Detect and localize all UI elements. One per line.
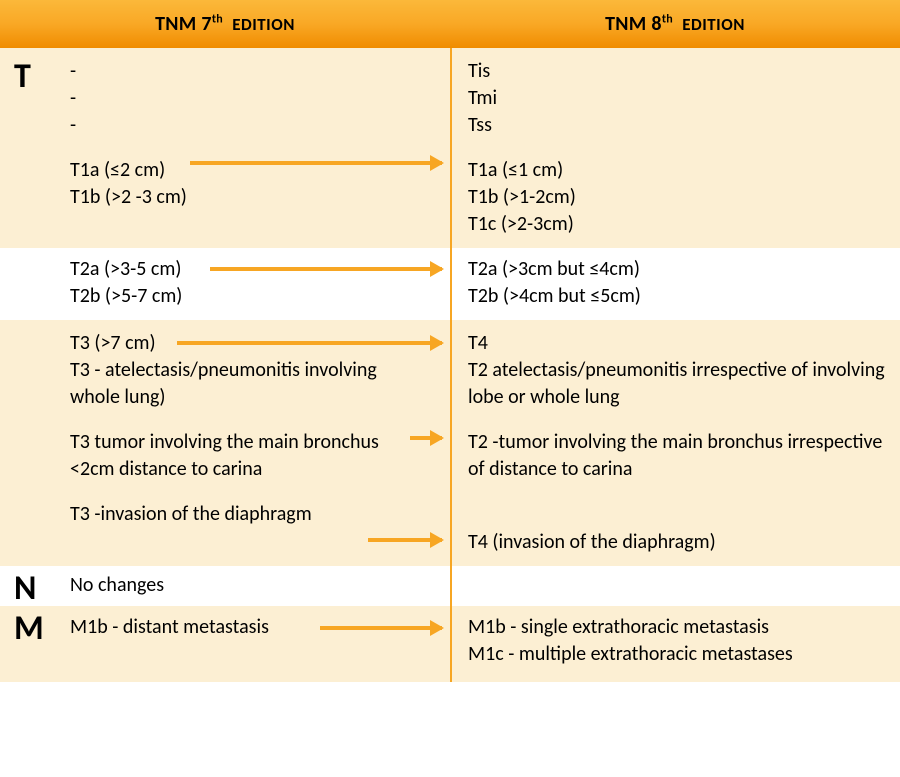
letter-T: T [0,48,62,248]
table-header: TNM 7th EDITION TNM 8th EDITION [0,0,900,48]
arrow-icon [177,341,442,345]
t1b-8th: T1b (>1-2cm) [468,184,888,211]
arrow-icon [410,436,442,440]
t2-bronchus-8th: T2 -tumor involving the main bronchus ir… [468,429,888,483]
t2a-8th: T2a (>3cm but ≤4cm) [468,256,888,283]
t1a-8th: T1a (≤1 cm) [468,157,888,184]
m-right: M1b - single extrathoracic metastasis M1… [450,606,900,682]
vertical-divider [450,48,452,682]
header-left-sup: th [212,12,223,26]
comparison-table: TNM 7th EDITION TNM 8th EDITION T - - - … [0,0,900,682]
t1c-8th: T1c (>2-3cm) [468,211,888,238]
tss: Tss [468,112,888,139]
n-right [450,566,900,606]
arrow-icon [210,267,442,271]
t2-atelectasis-8th: T2 atelectasis/pneumonitis irrespective … [468,357,888,411]
t-dash: - [70,85,438,112]
t2-right: T2a (>3cm but ≤4cm) T2b (>4cm but ≤5cm) [450,248,900,320]
header-right: TNM 8th EDITION [450,0,900,48]
header-right-sup: th [662,12,673,26]
arrow-icon [190,161,442,165]
header-left: TNM 7th EDITION [0,0,450,48]
t3-bronchus-7th: T3 tumor involving the main bronchus <2c… [70,429,420,483]
tmi: Tmi [468,85,888,112]
table-body: T - - - T1a (≤2 cm) T1b (>2 -3 cm) Tis T… [0,48,900,682]
t-top-right: Tis Tmi Tss T1a (≤1 cm) T1b (>1-2cm) T1c… [450,48,900,248]
t3-diaphragm-7th: T3 -invasion of the diaphragm [70,501,420,528]
letter-N: N [0,566,62,606]
header-left-suffix: EDITION [232,14,295,35]
m-left: M1b - distant metastasis [62,606,450,682]
t3-left: T3 (>7 cm) T3 - atelectasis/pneumonitis … [62,320,450,566]
t4: T4 [468,330,888,357]
arrow-icon [368,538,442,542]
letter-spacer [0,248,62,320]
t-dash: - [70,112,438,139]
n-no-changes: No changes [70,572,438,599]
header-right-prefix: TNM 8 [605,12,662,36]
letter-spacer [0,320,62,566]
letter-M: M [0,606,62,682]
t2b-8th: T2b (>4cm but ≤5cm) [468,283,888,310]
tis: Tis [468,58,888,85]
header-left-prefix: TNM 7 [155,12,212,36]
t4-diaphragm-8th: T4 (invasion of the diaphragm) [468,529,888,556]
t1b-7th: T1b (>2 -3 cm) [70,184,438,211]
header-right-suffix: EDITION [682,14,745,35]
m1c-8th: M1c - multiple extrathoracic metastases [468,641,888,668]
t3-atelectasis-7th: T3 - atelectasis/pneumonitis involving w… [70,357,420,411]
t-dash: - [70,58,438,85]
t2-left: T2a (>3-5 cm) T2b (>5-7 cm) [62,248,450,320]
t-top-left: - - - T1a (≤2 cm) T1b (>2 -3 cm) [62,48,450,248]
t3-right: T4 T2 atelectasis/pneumonitis irrespecti… [450,320,900,566]
m1b-8th: M1b - single extrathoracic metastasis [468,614,888,641]
n-left: No changes [62,566,450,606]
arrow-icon [320,626,442,630]
t2b-7th: T2b (>5-7 cm) [70,283,438,310]
